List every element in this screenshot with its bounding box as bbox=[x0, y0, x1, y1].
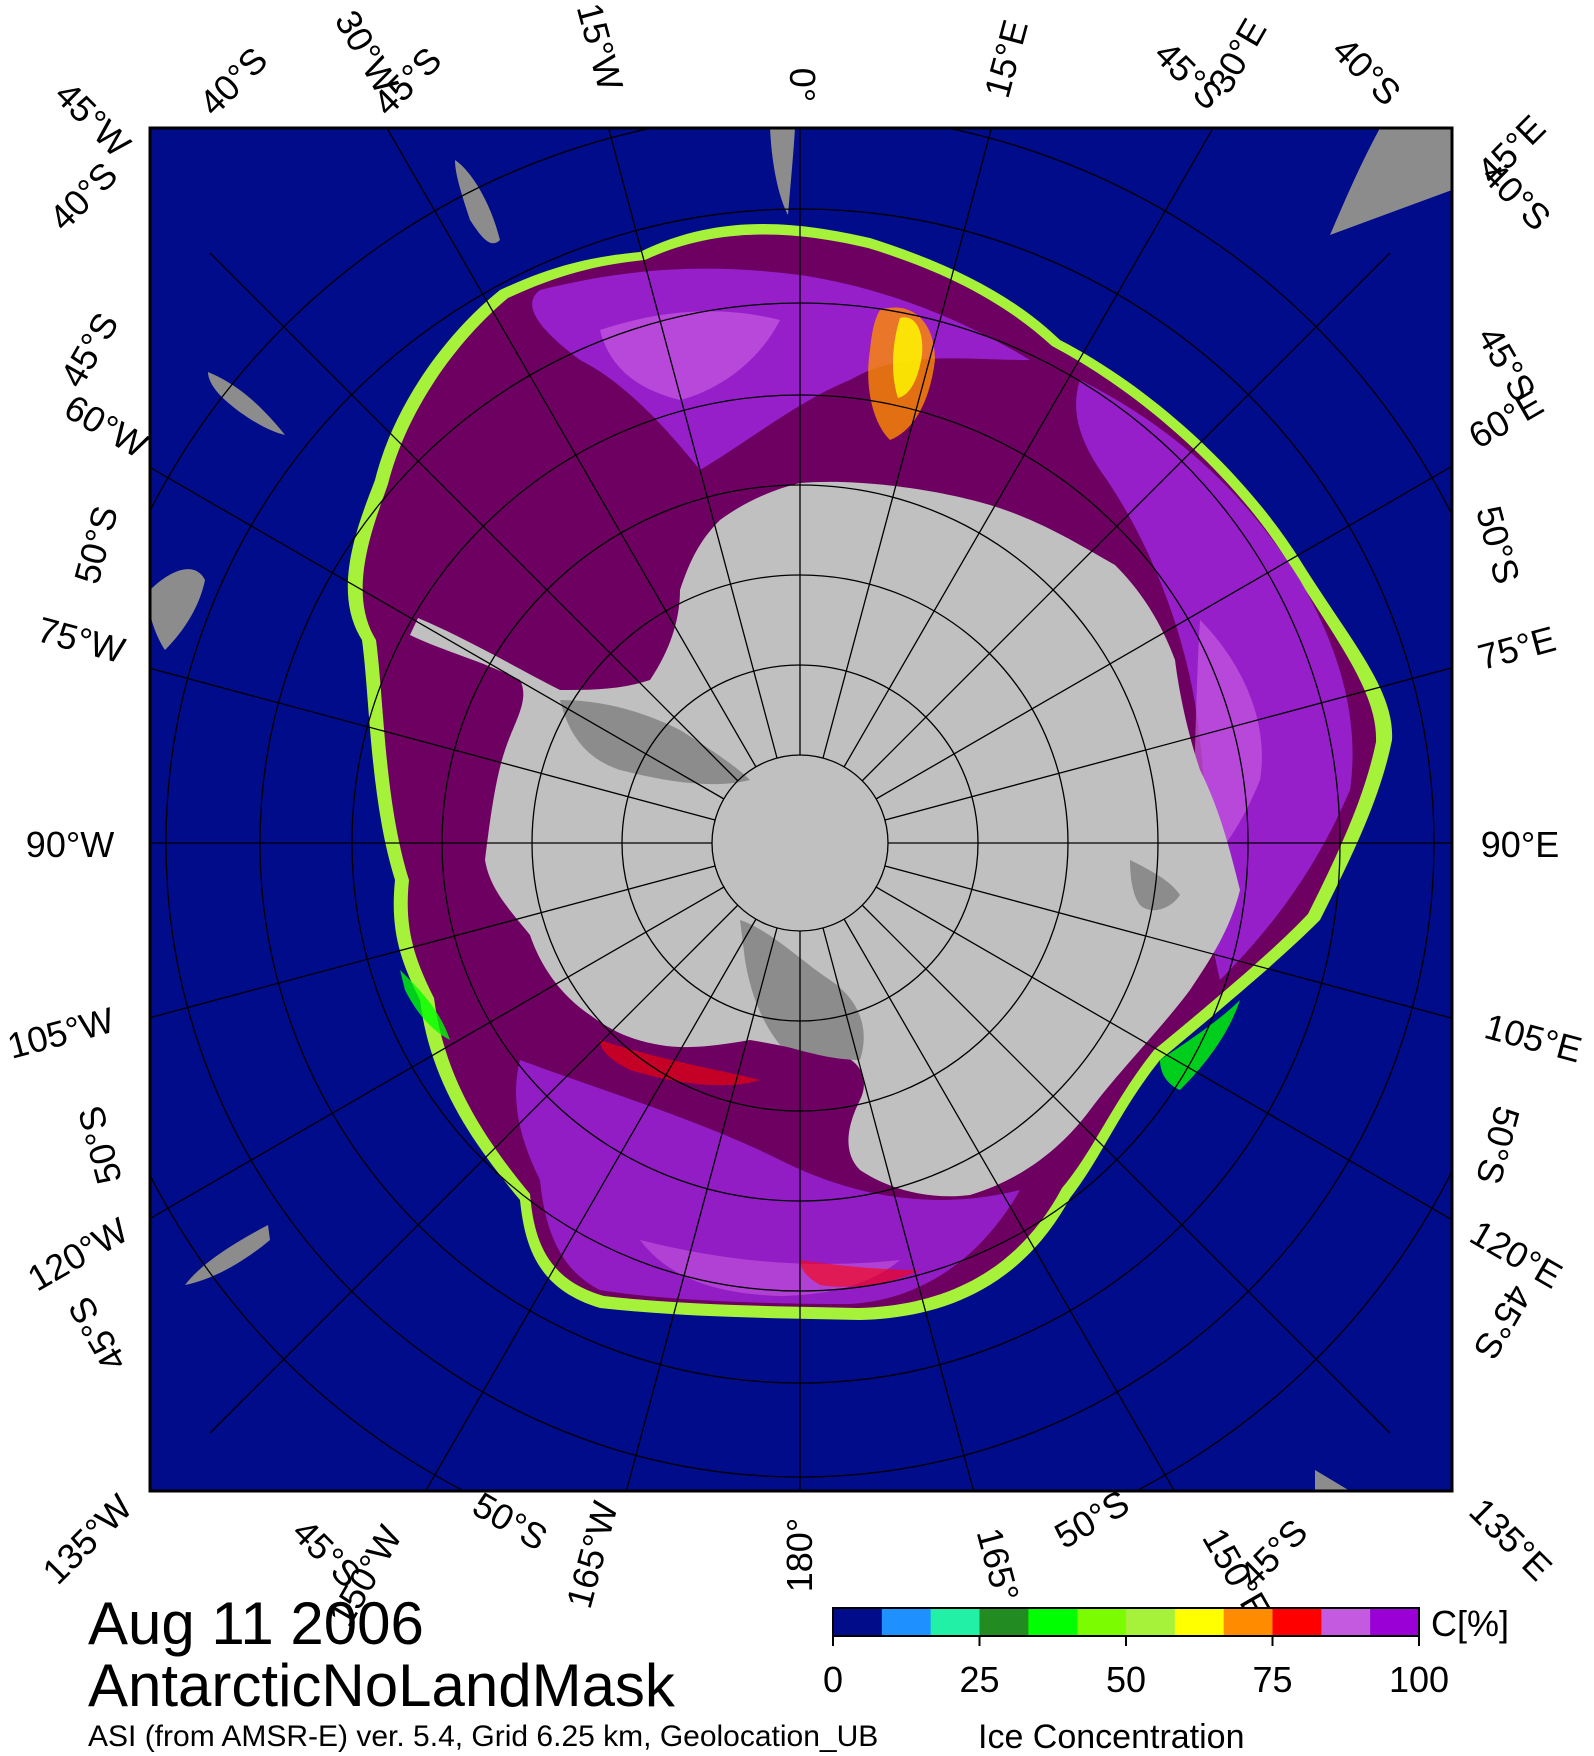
lon-label-bottom: 135°W bbox=[34, 1486, 140, 1592]
lon-label-top: 45°W bbox=[47, 73, 139, 165]
meridian bbox=[150, 466, 725, 800]
map-date: Aug 11 2006 bbox=[88, 1590, 424, 1657]
meridian bbox=[843, 128, 1214, 768]
colorbar-swatch bbox=[979, 1608, 1029, 1636]
lon-label-left: 75°W bbox=[33, 609, 129, 671]
meridian bbox=[875, 465, 1452, 800]
map-region-title: AntarcticNoLandMask bbox=[88, 1652, 675, 1719]
colorbar-tick-label: 50 bbox=[1106, 1659, 1146, 1700]
meridian bbox=[150, 865, 716, 1019]
colorbar-swatch bbox=[1126, 1608, 1176, 1636]
lat-label-left: 50°S bbox=[70, 1102, 130, 1188]
meridian bbox=[150, 667, 716, 821]
lon-label-top: 15°E bbox=[976, 16, 1036, 102]
meridian bbox=[875, 886, 1452, 1221]
colorbar-swatch bbox=[1321, 1608, 1371, 1636]
colorbar-tick-label: 75 bbox=[1252, 1659, 1292, 1700]
lon-label-top: 15°W bbox=[569, 0, 631, 95]
lat-label-right: 45°S bbox=[1465, 1278, 1540, 1366]
meridian bbox=[625, 927, 778, 1491]
meridian bbox=[209, 904, 739, 1434]
antarctica-land bbox=[410, 481, 1240, 1197]
lat-label-left: 45°S bbox=[60, 1290, 135, 1378]
lon-label-bottom: 135°E bbox=[1462, 1490, 1561, 1589]
colorbar: 0 25 50 75 100 C[%] bbox=[823, 1603, 1509, 1700]
lon-label-bottom: 180° bbox=[779, 1518, 820, 1592]
meridian bbox=[209, 252, 739, 782]
meridian bbox=[822, 927, 975, 1491]
lat-label-top: 40°S bbox=[191, 39, 275, 123]
ice-shelves bbox=[560, 700, 1180, 1060]
colorbar-swatch bbox=[930, 1608, 980, 1636]
meridian bbox=[150, 886, 725, 1220]
lon-label-left: 60°W bbox=[58, 386, 155, 466]
colorbar-tick-label: 25 bbox=[959, 1659, 999, 1700]
lat-label-left: 40°S bbox=[41, 154, 125, 238]
data-source-note: ASI (from AMSR-E) ver. 5.4, Grid 6.25 km… bbox=[88, 1720, 879, 1753]
lat-label-bottom: 50°S bbox=[1048, 1482, 1136, 1557]
lon-label-bottom: 165°W bbox=[558, 1497, 626, 1612]
meridian bbox=[884, 667, 1452, 821]
lon-label-right: 90°E bbox=[1481, 824, 1559, 865]
meridian bbox=[861, 252, 1391, 782]
lon-label-bottom: 165° bbox=[969, 1523, 1028, 1606]
lat-label-bottom: 50°S bbox=[466, 1484, 554, 1559]
meridian bbox=[861, 904, 1391, 1434]
lat-label-top: 40°S bbox=[1325, 29, 1409, 113]
colorbar-swatch bbox=[1370, 1608, 1420, 1636]
meridian bbox=[424, 918, 757, 1491]
meridian bbox=[607, 128, 778, 759]
colorbar-tick-label: 100 bbox=[1389, 1659, 1449, 1700]
colorbar-swatch bbox=[1028, 1608, 1078, 1636]
colorbar-tick-label: 0 bbox=[823, 1659, 843, 1700]
colorbar-ticks bbox=[832, 1636, 1420, 1646]
colorbar-unit-label: C[%] bbox=[1431, 1603, 1509, 1644]
colorbar-swatch bbox=[1174, 1608, 1225, 1636]
lon-label-left: 90°W bbox=[26, 824, 114, 865]
lat-label-left: 45°S bbox=[52, 306, 127, 394]
lon-label-left: 105°W bbox=[3, 999, 118, 1067]
lon-label-left: 120°W bbox=[21, 1209, 135, 1299]
meridian bbox=[386, 128, 757, 768]
surrounding-landmasses bbox=[150, 128, 1452, 1491]
colorbar-swatch bbox=[1272, 1608, 1322, 1636]
meridian bbox=[843, 918, 1176, 1491]
lon-label-right: 75°E bbox=[1474, 618, 1560, 678]
colorbar-swatches bbox=[833, 1608, 1420, 1636]
colorbar-swatch bbox=[833, 1608, 883, 1636]
meridian bbox=[884, 865, 1452, 1019]
map-frame bbox=[148, 126, 1454, 1493]
meridian bbox=[822, 128, 993, 759]
lat-label-right: 50°S bbox=[1468, 1102, 1528, 1188]
lon-label-right: 105°E bbox=[1480, 1005, 1586, 1070]
lat-label-left: 50°S bbox=[66, 502, 126, 588]
product-name: Ice Concentration bbox=[978, 1718, 1245, 1756]
lon-label-top: 0° bbox=[782, 68, 823, 102]
colorbar-swatch bbox=[1223, 1608, 1273, 1636]
colorbar-swatch bbox=[881, 1608, 932, 1636]
colorbar-swatch bbox=[1077, 1608, 1127, 1636]
lat-label-right: 50°S bbox=[1468, 502, 1528, 588]
